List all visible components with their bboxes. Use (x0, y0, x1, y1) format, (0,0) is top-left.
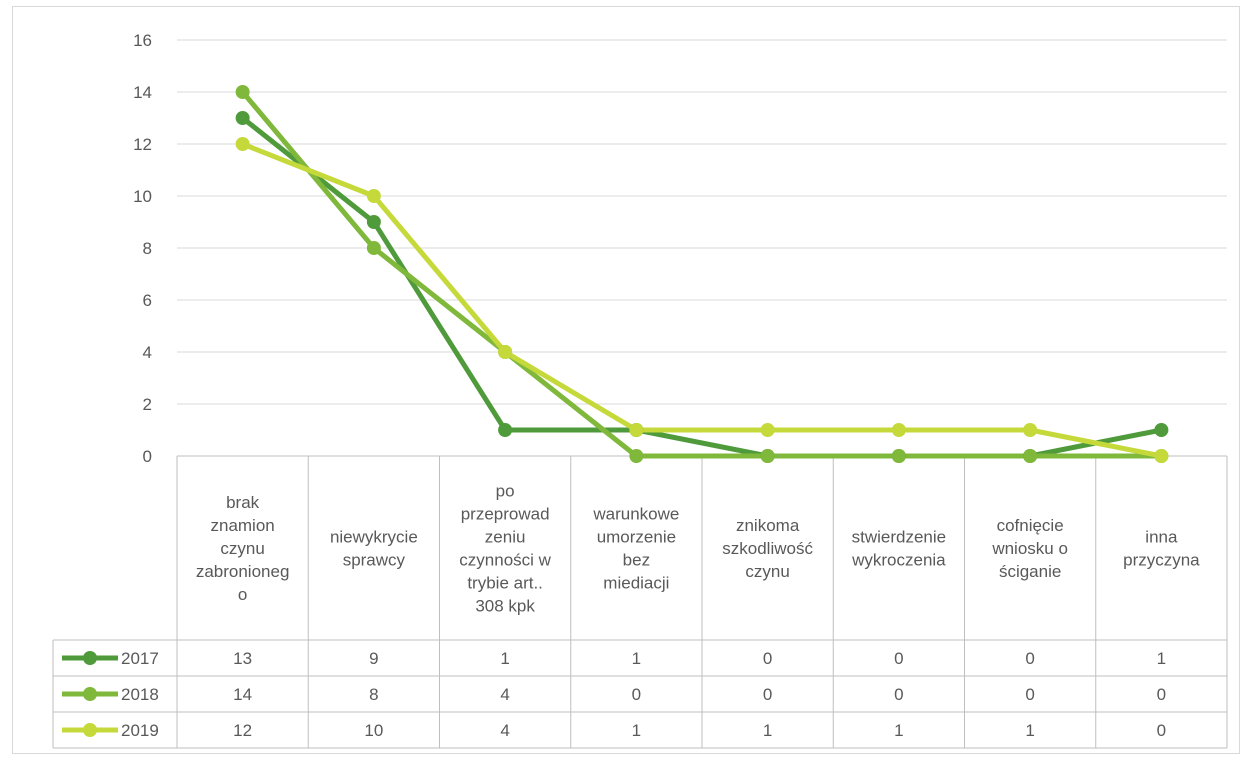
data-point-2019 (366, 189, 381, 203)
y-tick-label: 6 (143, 291, 152, 310)
table-cell-value: 0 (763, 649, 772, 668)
y-tick-label: 8 (143, 239, 152, 258)
series-line-2018 (240, 89, 1164, 459)
data-point-2018 (235, 85, 250, 99)
table-cell-value: 1 (894, 721, 903, 740)
y-tick-label: 0 (143, 447, 152, 466)
legend-key-marker (83, 687, 97, 701)
category-label: stwierdzenie wykroczenia (851, 528, 946, 570)
legend-label: 2017 (121, 649, 159, 668)
table-cell-value: 0 (1025, 685, 1034, 704)
table-cell-value: 1 (1157, 649, 1166, 668)
table-cell-value: 1 (763, 721, 772, 740)
y-tick-label: 16 (133, 31, 152, 50)
data-point-2019 (235, 137, 250, 151)
table-cell-value: 0 (763, 685, 772, 704)
table-cell-value: 1 (500, 649, 509, 668)
table-cell-value: 8 (369, 685, 378, 704)
chart-frame (12, 6, 1240, 754)
data-point-2018 (1023, 449, 1038, 463)
data-point-2018 (760, 449, 775, 463)
table-cell-value: 0 (1025, 649, 1034, 668)
data-point-2019 (891, 423, 906, 437)
y-tick-label: 12 (133, 135, 152, 154)
data-point-2018 (629, 449, 644, 463)
table-cell-value: 1 (632, 649, 641, 668)
legend-label: 2018 (121, 685, 159, 704)
data-point-2019 (1154, 449, 1169, 463)
table-cell-value: 4 (500, 721, 509, 740)
table-cell-value: 13 (233, 649, 252, 668)
legend-label: 2019 (121, 721, 159, 740)
legend-key-marker (83, 651, 97, 665)
category-label: inna przyczyna (1123, 528, 1200, 570)
category-label: brak znamion czynu zabronioneg o (196, 493, 290, 604)
data-point-2017 (1154, 423, 1169, 437)
table-cell-value: 0 (894, 649, 903, 668)
data-point-2019 (760, 423, 775, 437)
table-cell-value: 0 (1157, 685, 1166, 704)
category-label: warunkowe umorzenie bez miediacji (592, 505, 679, 593)
y-tick-label: 4 (143, 343, 152, 362)
table-cell-value: 14 (233, 685, 252, 704)
data-point-2019 (629, 423, 644, 437)
table-cell-value: 0 (632, 685, 641, 704)
data-point-2018 (366, 241, 381, 255)
legend-key-marker (83, 723, 97, 737)
category-label: cofnięcie wniosku o ściganie (991, 516, 1068, 581)
y-tick-label: 2 (143, 395, 152, 414)
table-cell-value: 1 (632, 721, 641, 740)
table-cell-value: 9 (369, 649, 378, 668)
y-tick-label: 14 (133, 83, 152, 102)
y-tick-label: 10 (133, 187, 152, 206)
table-cell-value: 12 (233, 721, 252, 740)
series-line-2017 (240, 115, 1164, 459)
data-point-2017 (235, 111, 250, 125)
table-cell-value: 0 (894, 685, 903, 704)
series-line-2019 (240, 141, 1164, 459)
data-point-2019 (1023, 423, 1038, 437)
table-cell-value: 10 (364, 721, 383, 740)
data-point-2017 (366, 215, 381, 229)
data-point-2017 (498, 423, 513, 437)
table-cell-value: 4 (500, 685, 509, 704)
data-point-2018 (891, 449, 906, 463)
table-cell-value: 1 (1025, 721, 1034, 740)
data-point-2019 (498, 345, 513, 359)
table-cell-value: 0 (1157, 721, 1166, 740)
category-label: niewykrycie sprawcy (330, 528, 418, 570)
category-label: po przeprowad zeniu czynności w trybie art..… (459, 482, 551, 616)
category-label: znikoma szkodliwość czynu (722, 516, 813, 581)
